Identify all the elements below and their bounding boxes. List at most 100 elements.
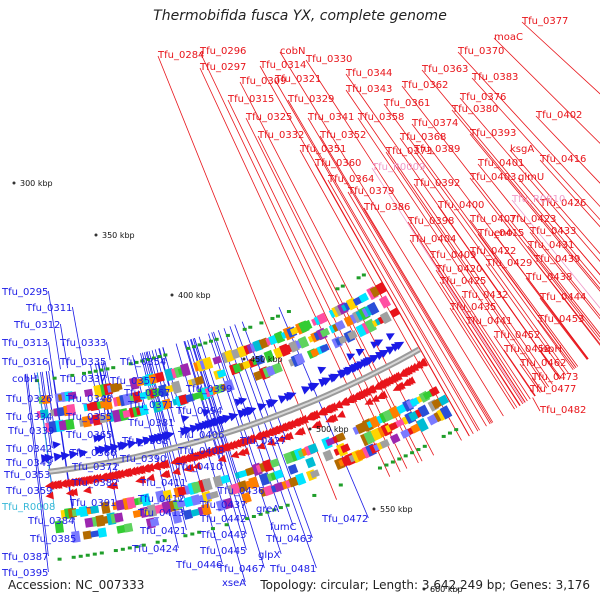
forward-leader-line <box>245 117 419 464</box>
forward-gene-label: Tfu_0400 <box>437 200 484 211</box>
reverse-leader-line <box>183 341 247 551</box>
reverse-gene-arrow <box>78 448 88 458</box>
forward-gene-label: Tfu_0444 <box>539 292 586 303</box>
forward-gene-arrow <box>160 459 170 468</box>
forward-leader-line <box>503 349 536 397</box>
reverse-gene-label: Tfu_0394 <box>175 406 222 417</box>
forward-leader-line <box>239 81 435 456</box>
forward-leader-line <box>539 349 562 379</box>
cog-category-block <box>309 469 320 479</box>
cog-category-block <box>269 458 280 468</box>
reverse-leader-line <box>213 331 233 389</box>
forward-leader-line <box>539 297 588 360</box>
reverse-gene-arrow <box>228 412 239 422</box>
reverse-leader-line <box>48 370 53 399</box>
reverse-leader-line <box>175 343 246 583</box>
cog-category-block <box>368 415 381 429</box>
reverse-gene-label: Tfu_0295 <box>1 287 48 298</box>
reverse-gene-arrow <box>321 377 332 386</box>
gc-marker <box>57 557 62 561</box>
reverse-leader-line <box>26 373 49 557</box>
reverse-gene-label: Tfu_0387 <box>1 552 48 563</box>
reverse-gene-label: Tfu_0339 <box>7 426 54 437</box>
gc-marker <box>134 360 139 364</box>
reverse-gene-label: Tfu_0395 <box>1 568 48 579</box>
kbp-scale-label: 400 kbp <box>178 291 211 300</box>
forward-gene-arrow <box>396 381 406 389</box>
kbp-scale-label: 450 kbp <box>250 355 283 364</box>
reverse-leader-line <box>25 373 49 573</box>
reverse-gene-label: Tfu_0481 <box>269 564 316 575</box>
reverse-gene-label: Tfu_0385 <box>29 534 76 545</box>
gc-marker <box>272 508 277 512</box>
forward-leader-line <box>469 133 600 292</box>
gc-marker <box>208 339 213 343</box>
forward-gene-label: Tfu_0401 <box>477 158 524 169</box>
gc-marker <box>190 532 195 536</box>
forward-leader-line <box>459 97 600 263</box>
gc-marker <box>338 483 343 487</box>
reverse-gene-label: Tfu_0391 <box>69 498 116 509</box>
gc-marker <box>186 346 191 350</box>
cog-category-block <box>71 530 81 543</box>
cog-category-block <box>138 404 149 416</box>
cog-category-block <box>84 388 94 398</box>
reverse-gene-label: Tfu_0335 <box>59 357 106 368</box>
gc-marker <box>71 555 76 559</box>
reverse-gene-label: greA <box>256 504 279 515</box>
cog-category-block <box>99 413 109 424</box>
gc-marker <box>312 493 317 497</box>
reverse-gene-label: fumC <box>270 522 297 533</box>
forward-leader-line <box>157 55 337 500</box>
gc-marker <box>78 554 83 558</box>
cog-category-block <box>305 456 316 469</box>
forward-gene-arrow <box>141 463 151 473</box>
reverse-gene-label: Tfu_0410 <box>175 462 222 473</box>
cog-category-block <box>171 510 183 524</box>
kbp-tick <box>242 357 246 361</box>
reverse-gene-arrow <box>385 333 395 341</box>
forward-leader-line <box>529 389 536 397</box>
forward-leader-line <box>532 397 541 412</box>
rna-gene-label: Tfu_R0009 <box>371 162 425 173</box>
reverse-gene-label: Tfu_0390 <box>119 454 166 465</box>
reverse-gene-label: Tfu_0342 <box>5 444 52 455</box>
cog-category-block <box>154 371 165 383</box>
forward-leader-line <box>471 77 600 221</box>
reverse-gene-arrow <box>180 415 190 423</box>
cog-category-block <box>179 363 191 377</box>
forward-gene-label: Tfu_0361 <box>383 98 430 109</box>
reverse-gene-arrow <box>394 341 405 351</box>
cog-category-block <box>216 369 227 378</box>
cog-category-block <box>389 433 401 444</box>
gc-marker <box>390 460 395 464</box>
forward-gene-label: Tfu_0435 <box>449 302 496 313</box>
forward-gene-arrow <box>185 463 195 472</box>
reverse-leader-line <box>72 306 84 366</box>
forward-gene-arrow <box>92 473 103 483</box>
forward-leader-line <box>531 377 543 392</box>
gc-marker <box>52 376 57 380</box>
reverse-gene-label: Tfu_0399 <box>185 384 232 395</box>
forward-gene-arrow <box>172 467 181 476</box>
reverse-gene-label: Tfu_0382 <box>71 478 118 489</box>
gc-marker <box>335 287 340 291</box>
forward-leader-line <box>227 99 408 469</box>
forward-gene-label: Tfu_0473 <box>531 372 578 383</box>
forward-gene-label: Tfu_0409 <box>429 250 476 261</box>
cog-category-block <box>409 397 420 407</box>
forward-gene-arrow <box>177 454 188 464</box>
cog-category-block <box>272 362 283 374</box>
reverse-leader-line <box>241 321 287 441</box>
gc-marker <box>248 325 253 329</box>
forward-leader-line <box>509 219 600 335</box>
cog-category-block <box>176 499 187 508</box>
forward-leader-line <box>319 135 492 424</box>
forward-leader-line <box>477 163 600 317</box>
reverse-gene-label: Tfu_0406 <box>177 430 224 441</box>
forward-gene-arrow <box>297 426 306 435</box>
cog-category-block <box>194 494 205 504</box>
cog-category-block <box>54 520 65 534</box>
gc-marker <box>128 362 133 366</box>
gc-marker <box>82 371 87 375</box>
